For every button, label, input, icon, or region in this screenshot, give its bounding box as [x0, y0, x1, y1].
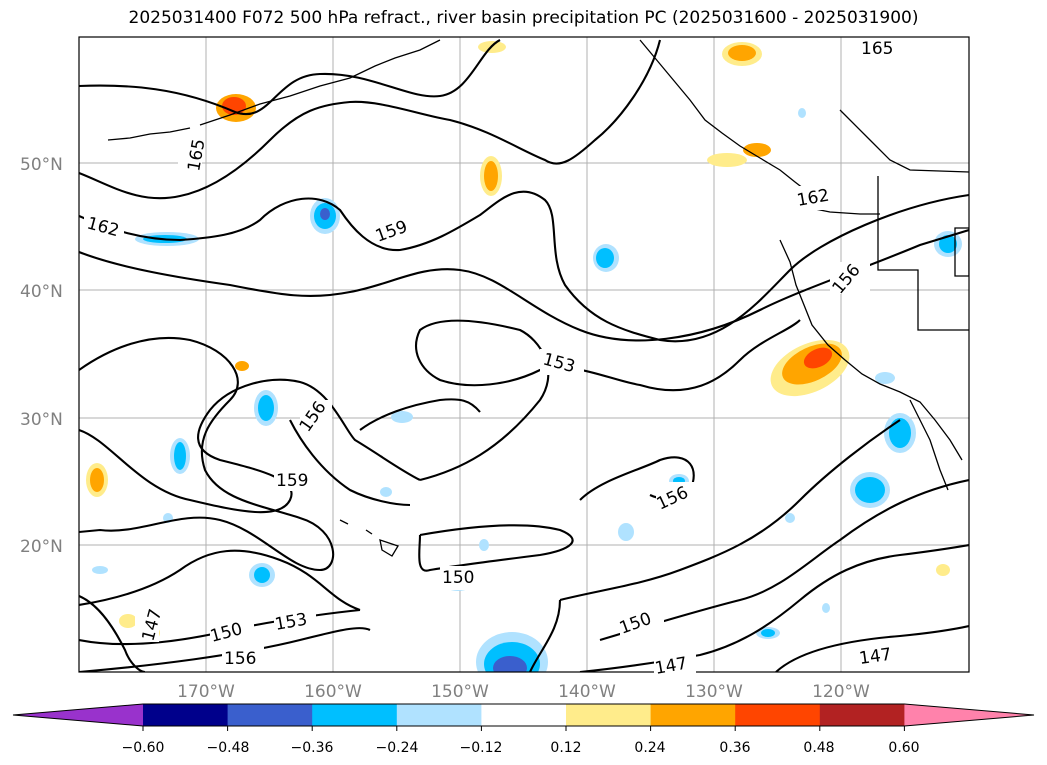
contour-label: 150 [442, 568, 474, 588]
colorbar-segment [650, 704, 736, 726]
lon-axis-labels: 170°W 160°W 150°W 140°W 130°W 120°W [177, 682, 870, 702]
colorbar-tick-label: −0.36 [291, 740, 334, 756]
colorbar-segment [227, 704, 313, 726]
colorbar-tick-label: −0.60 [122, 740, 165, 756]
lat-label: 40°N [20, 282, 63, 302]
colorbar-tick-label: −0.12 [460, 740, 503, 756]
colorbar-tick-label: 0.48 [803, 740, 834, 756]
colorbar-extend-max [904, 704, 1034, 726]
colorbar-extend-min [13, 704, 143, 726]
lon-label: 170°W [177, 682, 235, 702]
colorbar [12, 703, 1035, 731]
lon-label: 160°W [304, 682, 362, 702]
colorbar-segment [819, 704, 905, 726]
colorbar-tick-label: 0.60 [888, 740, 919, 756]
colorbar-segment [396, 704, 482, 726]
colorbar-tick-label: 0.12 [550, 740, 581, 756]
contour-label: 156 [224, 649, 256, 669]
contour-label: 159 [276, 471, 308, 491]
contour-label: 165 [861, 39, 893, 59]
lon-label: 140°W [558, 682, 616, 702]
lat-axis-labels: 50°N 40°N 30°N 20°N [20, 155, 63, 557]
colorbar-segment [735, 704, 821, 726]
colorbar-tick-label: 0.36 [719, 740, 750, 756]
colorbar-segment [312, 704, 398, 726]
contour-label: 147 [858, 645, 893, 669]
figure-title: 2025031400 F072 500 hPa refract., river … [128, 8, 919, 28]
lat-label: 50°N [20, 155, 63, 175]
colorbar-tick-label: −0.48 [207, 740, 250, 756]
contour-label-bg [84, 38, 900, 676]
colorbar-segment [566, 704, 652, 726]
coastlines [107, 39, 969, 557]
colorbar-tick-labels: −0.60 −0.48 −0.36 −0.24 −0.12 0.12 0.24 … [122, 740, 920, 756]
map-frame [78, 36, 970, 673]
lat-label: 20°N [20, 537, 63, 557]
colorbar-tick-label: 0.24 [634, 740, 665, 756]
lon-label: 120°W [812, 682, 870, 702]
lat-label: 30°N [20, 410, 63, 430]
colorbar-segment [143, 704, 229, 726]
lon-label: 150°W [431, 682, 489, 702]
lon-label: 130°W [685, 682, 743, 702]
colorbar-segment [481, 704, 567, 726]
colorbar-tick-label: −0.24 [376, 740, 419, 756]
